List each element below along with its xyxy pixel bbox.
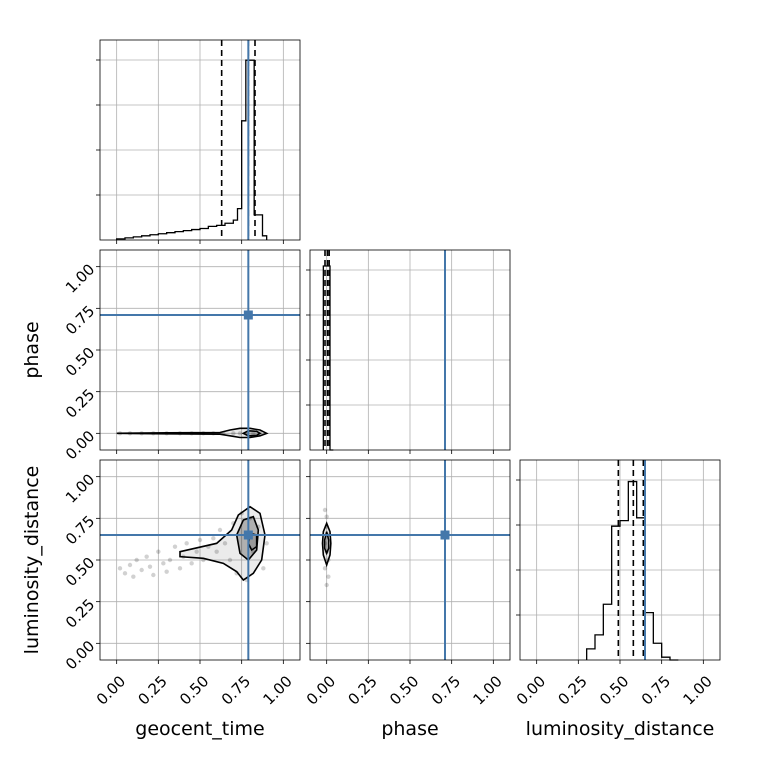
panel-geocent_time-vs-luminosity_distance-sample-9 <box>156 549 161 554</box>
panel-phase-vs-luminosity_distance-contour-1 <box>323 531 330 556</box>
hist-luminosity_distance-grid <box>536 460 704 660</box>
panel-geocent_time-vs-phase-ytick-label-1: 0.25 <box>62 385 98 421</box>
panel-geocent_time-vs-luminosity_distance-sample-13 <box>172 544 178 549</box>
panel-geocent_time-vs-phase-ytick-label-3: 0.75 <box>62 302 98 338</box>
panel-geocent_time-vs-luminosity_distance-sample-10 <box>161 561 166 566</box>
panel-geocent_time-vs-luminosity_distance-sample-22 <box>211 536 216 541</box>
panel-geocent_time-vs-luminosity_distance-sample-2 <box>127 562 133 568</box>
panel-geocent_time-vs-luminosity_distance-sample-23 <box>214 549 219 554</box>
panel-phase-vs-luminosity_distance-xtick-label-1: 0.25 <box>344 672 380 708</box>
panel-geocent_time-vs-phase-sample-11 <box>237 431 243 436</box>
panel-geocent_time-vs-luminosity_distance-sample-18 <box>194 549 199 554</box>
panel-geocent_time-vs-luminosity_distance-sample-5 <box>139 567 144 573</box>
panel-geocent_time-vs-phase-sample-10 <box>231 431 236 436</box>
panel-geocent_time-vs-luminosity_distance-sample-3 <box>131 574 136 579</box>
panel-geocent_time-vs-luminosity_distance-sample-34 <box>261 566 266 571</box>
panel-geocent_time-vs-phase-grid <box>100 250 300 450</box>
hist-luminosity_distance-xtick-label-1: 0.25 <box>554 672 590 708</box>
hist-geocent_time-grid <box>116 40 284 240</box>
panel-geocent_time-vs-luminosity_distance-xtick-label-2: 0.50 <box>176 672 212 708</box>
panel-phase-vs-luminosity_distance-content <box>310 460 510 660</box>
panel-geocent_time-vs-luminosity_distance-sample-4 <box>134 557 139 563</box>
panel-phase-vs-luminosity_distance-xtick-label-0: 0.00 <box>303 672 339 708</box>
panel-geocent_time-vs-luminosity_distance-sample-17 <box>189 561 194 566</box>
xlabel-luminosity_distance: luminosity_distance <box>526 718 715 740</box>
panel-geocent_time-vs-phase-contour-0 <box>116 427 269 439</box>
panel-phase-vs-luminosity_distance-sample-7 <box>324 514 329 519</box>
xlabel-geocent_time: geocent_time <box>135 718 264 740</box>
panel-phase-vs-luminosity_distance-sample-9 <box>322 507 328 513</box>
panel-geocent_time-vs-phase-contour-1 <box>241 430 262 437</box>
panel-phase-vs-luminosity_distance-grid <box>310 460 510 660</box>
panel-geocent_time-vs-luminosity_distance-grid <box>100 460 300 660</box>
panel-geocent_time-vs-phase-content <box>100 250 300 450</box>
panel-geocent_time-vs-phase-ytick-label-2: 0.50 <box>62 344 98 380</box>
panel-phase-vs-luminosity_distance-sample-8 <box>326 574 331 579</box>
panel-geocent_time-vs-luminosity_distance-ytick-label-2: 0.50 <box>62 554 98 590</box>
panel-geocent_time-vs-phase-sample-13 <box>251 431 256 436</box>
panel-geocent_time-vs-luminosity_distance-sample-14 <box>177 566 183 571</box>
panel-geocent_time-vs-luminosity_distance-content <box>100 460 300 660</box>
panel-geocent_time-vs-luminosity_distance-sample-24 <box>217 527 223 533</box>
panel-geocent_time-vs-luminosity_distance-xtick-label-3: 0.75 <box>218 672 254 708</box>
panel-geocent_time-vs-luminosity_distance-sample-26 <box>227 557 233 563</box>
hist-luminosity_distance-xtick-label-2: 0.50 <box>596 672 632 708</box>
panel-geocent_time-vs-phase-truth-marker <box>243 310 253 320</box>
panel-geocent_time-vs-luminosity_distance-truth-marker <box>243 530 253 540</box>
panel-phase-vs-luminosity_distance-xtick-label-2: 0.50 <box>386 672 422 708</box>
ylabel-luminosity_distance: luminosity_distance <box>21 466 43 655</box>
panel-geocent_time-vs-luminosity_distance-sample-12 <box>167 557 173 563</box>
panel-phase-vs-luminosity_distance-sample-1 <box>322 566 328 571</box>
panel-phase-vs-luminosity_distance-truth-marker <box>440 530 450 540</box>
panel-geocent_time-vs-luminosity_distance-sample-0 <box>117 566 123 571</box>
panel-geocent_time-vs-phase-ytick-label-0: 0.00 <box>62 427 98 463</box>
panel-geocent_time-vs-luminosity_distance-xtick-label-1: 0.25 <box>134 672 170 708</box>
panel-geocent_time-vs-luminosity_distance-contour-0 <box>179 505 266 582</box>
panel-geocent_time-vs-luminosity_distance-ytick-label-0: 0.00 <box>62 637 98 673</box>
hist-luminosity_distance-xtick-label-0: 0.00 <box>513 672 549 708</box>
panel-geocent_time-vs-luminosity_distance-ytick-label-3: 0.75 <box>62 512 98 548</box>
panel-geocent_time-vs-luminosity_distance-ytick-label-4: 1.00 <box>62 470 98 506</box>
ylabel-phase: phase <box>21 321 43 378</box>
panel-geocent_time-vs-luminosity_distance-sample-25 <box>222 541 228 546</box>
panel-geocent_time-vs-luminosity_distance-xtick-label-0: 0.00 <box>93 672 129 708</box>
panel-geocent_time-vs-luminosity_distance-sample-11 <box>164 569 169 574</box>
panel-geocent_time-vs-luminosity_distance-sample-6 <box>144 554 149 559</box>
panel-geocent_time-vs-luminosity_distance-sample-1 <box>122 571 128 576</box>
panel-geocent_time-vs-luminosity_distance-sample-35 <box>264 541 269 546</box>
hist-luminosity_distance-bars <box>586 480 679 661</box>
panel-geocent_time-vs-luminosity_distance-ytick-label-1: 0.25 <box>62 595 98 631</box>
panel-geocent_time-vs-luminosity_distance-sample-19 <box>197 537 203 543</box>
panel-geocent_time-vs-luminosity_distance-sample-16 <box>184 541 189 546</box>
panel-geocent_time-vs-luminosity_distance-sample-7 <box>147 564 153 569</box>
panel-phase-vs-luminosity_distance-xtick-label-4: 1.00 <box>469 672 505 708</box>
xlabel-phase: phase <box>381 718 438 740</box>
panel-phase-vs-luminosity_distance-xtick-label-3: 0.75 <box>428 672 464 708</box>
panel-phase-vs-luminosity_distance-sample-0 <box>324 582 329 588</box>
hist-luminosity_distance-xtick-label-4: 1.00 <box>679 672 715 708</box>
hist-luminosity_distance-xtick-label-3: 0.75 <box>638 672 674 708</box>
panel-geocent_time-vs-luminosity_distance-xtick-label-4: 1.00 <box>259 672 295 708</box>
panel-geocent_time-vs-luminosity_distance-sample-8 <box>151 572 156 578</box>
hist-phase-grid <box>326 250 494 450</box>
panel-geocent_time-vs-phase-ytick-label-4: 1.00 <box>62 260 98 296</box>
